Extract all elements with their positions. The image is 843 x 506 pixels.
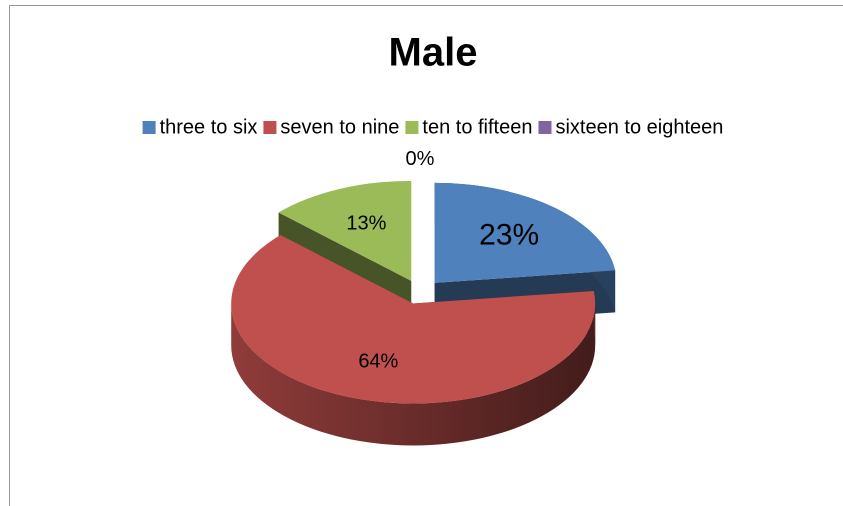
legend-label: seven to nine xyxy=(280,116,399,138)
legend-swatch xyxy=(405,121,419,134)
legend-swatch xyxy=(538,121,552,134)
slice xyxy=(278,180,412,281)
data-label: 23% xyxy=(479,218,539,251)
data-label: 64% xyxy=(358,351,398,373)
data-label: 0% xyxy=(406,148,435,170)
legend-label: three to six xyxy=(160,116,258,138)
legend-label: sixteen to eighteen xyxy=(555,116,723,138)
slice xyxy=(231,235,596,404)
legend-swatch xyxy=(263,121,277,134)
legend-label: ten to fifteen xyxy=(422,116,532,138)
slice-side xyxy=(231,303,596,446)
legend-swatch xyxy=(142,121,156,134)
data-label: 13% xyxy=(346,212,386,234)
slice xyxy=(434,182,616,283)
chart-title: Male xyxy=(389,31,478,75)
